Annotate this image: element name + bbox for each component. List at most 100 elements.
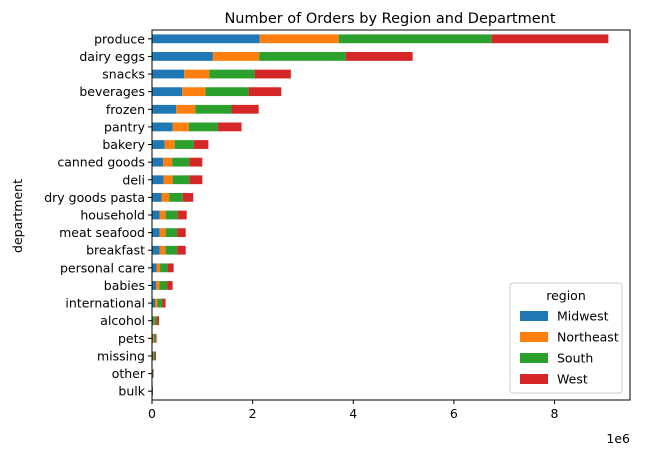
bar-segment <box>182 87 206 97</box>
y-tick-label: personal care <box>60 260 145 275</box>
bar-segment <box>152 386 154 396</box>
bar-segment <box>345 52 413 61</box>
legend: region Midwest Northeast South West <box>509 282 623 394</box>
bar-segment <box>153 369 154 378</box>
bar-segment <box>156 281 160 290</box>
x-tick-label: 4 <box>349 406 357 421</box>
bar-segment <box>152 369 154 378</box>
bar-segment <box>153 351 156 361</box>
bar-segment <box>176 104 196 114</box>
legend-swatch <box>520 353 548 363</box>
bar-segment <box>167 281 173 290</box>
bar-segment <box>162 298 166 308</box>
bar-segment <box>163 157 173 167</box>
y-tick-label: beverages <box>79 84 145 99</box>
x-tick-label: 2 <box>249 406 257 421</box>
y-tick-label: other <box>112 366 146 381</box>
chart-title: Number of Orders by Region and Departmen… <box>224 11 555 27</box>
bar-segment <box>153 333 155 343</box>
bar-segment <box>193 140 209 149</box>
bar-segment <box>195 104 232 114</box>
bar-segment <box>169 192 183 202</box>
bar-segment <box>152 298 156 308</box>
bar-segment <box>248 87 282 97</box>
bar-segment <box>152 281 157 290</box>
y-tick-label: snacks <box>102 67 145 82</box>
bar-segment <box>189 157 203 167</box>
bar-segment <box>159 210 166 220</box>
y-tick-label: babies <box>104 278 145 293</box>
bar-segment <box>184 69 210 79</box>
bar-segment <box>165 228 178 238</box>
bar-segment <box>174 140 194 149</box>
bar-segment <box>152 34 260 44</box>
legend-label: South <box>557 351 593 366</box>
bar-segment <box>177 210 187 220</box>
bar-segment <box>165 245 178 255</box>
bar-segment <box>152 351 154 361</box>
bar-segment <box>182 192 194 202</box>
bar-segment <box>154 316 158 326</box>
bar-segment <box>152 263 157 273</box>
bar-segment <box>172 122 189 132</box>
y-axis-label: department <box>10 179 25 253</box>
bar-segment <box>152 316 154 326</box>
bar-segment <box>338 34 492 44</box>
bars-layer <box>152 34 609 396</box>
bar-segment <box>152 52 213 61</box>
legend-swatch <box>520 332 548 342</box>
bar-segment <box>161 192 170 202</box>
bar-segment <box>212 52 260 61</box>
bar-segment <box>259 52 346 61</box>
bar-segment <box>491 34 609 44</box>
bar-segment <box>156 263 161 273</box>
legend-swatch <box>520 374 548 384</box>
bar-segment <box>205 87 249 97</box>
y-tick-label: produce <box>94 31 145 46</box>
bar-segment <box>153 351 154 361</box>
bar-segment <box>231 104 259 114</box>
y-tick-label: canned goods <box>57 155 145 170</box>
bar-segment <box>152 192 162 202</box>
legend-label: Northeast <box>557 330 619 345</box>
bar-segment <box>154 333 156 343</box>
bar-segment <box>155 298 158 308</box>
bar-segment <box>159 228 166 238</box>
y-tick-label: pets <box>118 331 145 346</box>
bar-segment <box>152 228 160 238</box>
bar-segment <box>160 263 168 273</box>
bar-segment <box>153 316 155 326</box>
bar-segment <box>152 140 165 149</box>
bar-segment <box>155 351 157 361</box>
y-axis-ticks: produce dairy eggs snacks beverages frozen pa… <box>44 31 152 399</box>
y-tick-label: bakery <box>102 137 145 152</box>
bar-segment <box>172 157 190 167</box>
x-tick-label: 8 <box>551 406 559 421</box>
x-tick-label: 6 <box>450 406 458 421</box>
bar-segment <box>152 122 173 132</box>
y-tick-label: dairy eggs <box>79 49 145 64</box>
bar-segment <box>159 245 166 255</box>
bar-segment <box>152 333 154 343</box>
bar-segment <box>177 228 186 238</box>
bar-segment <box>157 316 160 326</box>
bar-segment <box>152 87 183 97</box>
y-tick-label: deli <box>122 172 145 187</box>
plot-frame <box>151 29 631 401</box>
bar-segment <box>217 122 242 132</box>
y-tick-label: bulk <box>118 384 145 399</box>
bar-segment <box>152 69 185 79</box>
x-scale-multiplier: 1e6 <box>606 431 630 446</box>
y-tick-label: dry goods pasta <box>44 190 145 205</box>
y-tick-label: alcohol <box>100 313 145 328</box>
legend-label: West <box>557 372 588 387</box>
y-tick-label: meat seafood <box>59 225 145 240</box>
y-tick-label: pantry <box>104 119 146 134</box>
bar-segment <box>152 245 160 255</box>
legend-swatch <box>520 311 548 321</box>
legend-label: Midwest <box>557 309 609 324</box>
bar-segment <box>163 175 173 185</box>
bar-segment <box>254 69 291 79</box>
